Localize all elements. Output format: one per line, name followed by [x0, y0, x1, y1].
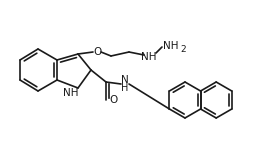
Text: N: N: [121, 75, 129, 85]
Text: NH: NH: [163, 41, 179, 51]
Text: NH: NH: [141, 52, 157, 62]
Text: H: H: [121, 83, 129, 93]
Text: NH: NH: [63, 88, 79, 98]
Text: 2: 2: [180, 45, 186, 54]
Text: O: O: [93, 47, 101, 57]
Text: O: O: [110, 95, 118, 105]
